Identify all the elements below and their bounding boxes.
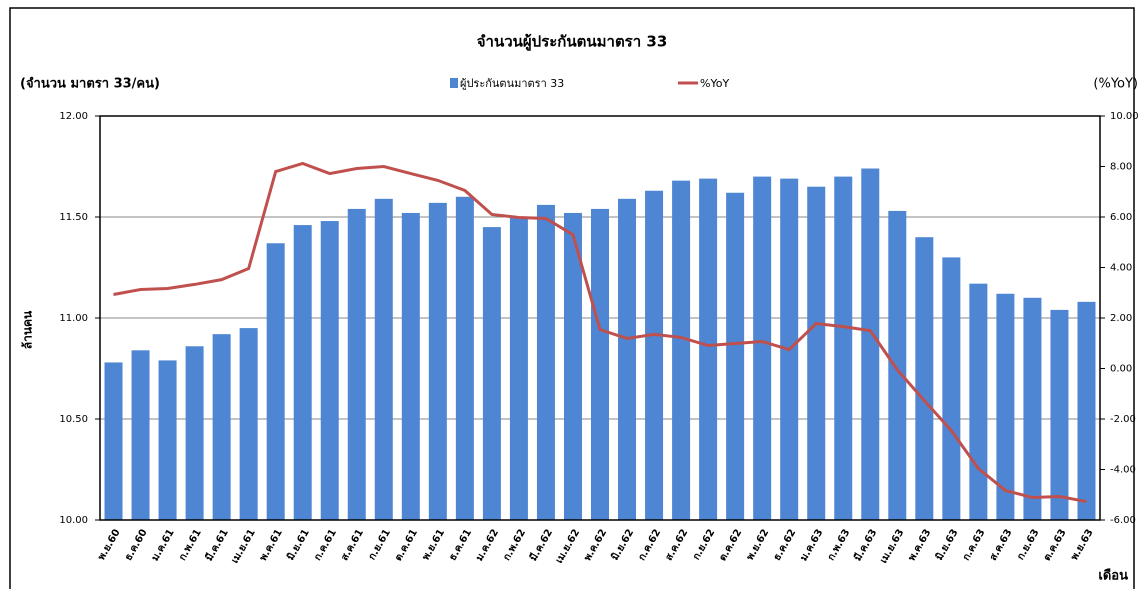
line (113, 161, 1087, 504)
x-tick-label: พ.ย.61 (421, 527, 448, 562)
legend-swatch (450, 78, 458, 88)
x-tick-label: มี.ค.62 (527, 527, 555, 563)
x-tick-label: ก.พ.63 (826, 527, 853, 562)
plot-border (99, 115, 1101, 521)
bar (536, 204, 555, 520)
bar (320, 221, 339, 521)
x-tick-label: ม.ค.62 (474, 527, 501, 563)
bar (1023, 297, 1042, 520)
bar (888, 210, 907, 520)
x-tick-label: มิ.ย.63 (933, 527, 960, 562)
bar (969, 283, 988, 520)
bar (591, 208, 609, 521)
x-tick-label: ก.พ.62 (502, 527, 529, 562)
y2-tick-label: 8.00 (1110, 162, 1132, 173)
bar (807, 186, 826, 520)
x-tick-label: ส.ค.62 (664, 527, 691, 562)
y2-tick-label: 10.00 (1110, 111, 1139, 122)
x-tick-label: ก.ย.63 (1015, 527, 1041, 561)
bar (347, 208, 366, 521)
x-tick-label: ก.พ.61 (177, 527, 204, 562)
bar (482, 227, 501, 520)
bar (1077, 301, 1096, 520)
bar (699, 178, 718, 520)
legend-label: ผู้ประกันตนมาตรา 33 (460, 77, 564, 90)
bar (212, 334, 231, 520)
y-tick-label: 10.00 (59, 515, 88, 526)
y2-tick-label: 2.00 (1110, 313, 1132, 324)
x-tick-label: ส.ค.63 (988, 527, 1015, 562)
x-tick-label: ก.ค.61 (312, 527, 339, 562)
bar (509, 217, 528, 520)
x-tick-label: พ.ค.63 (907, 527, 934, 563)
bar (618, 198, 637, 520)
bar (104, 362, 123, 520)
x-tick-label: พ.ย.60 (96, 527, 123, 562)
bar (131, 350, 150, 520)
bar (266, 243, 285, 520)
y-unit-label: (จำนวน มาตรา 33/คน) (20, 76, 160, 92)
y2-tick-label: -2.00 (1110, 414, 1136, 425)
bar (374, 198, 393, 520)
bar (942, 257, 961, 520)
bar (996, 293, 1015, 520)
x-tick-label: ก.ค.62 (637, 527, 664, 562)
y-tick-label: 11.50 (59, 212, 88, 223)
x-tick-label: ส.ค.61 (339, 527, 366, 562)
bar (428, 202, 447, 521)
y-tick-label: 11.00 (59, 313, 88, 324)
x-tick-label: ต.ค.61 (393, 527, 420, 563)
y2-unit-label: (%YoY) (1093, 77, 1138, 92)
x-tick-label: พ.ย.62 (745, 527, 772, 562)
x-tick-label: ต.ค.62 (717, 527, 744, 563)
bar (915, 237, 934, 520)
x-tick-label: มี.ค.61 (203, 527, 231, 563)
x-tick-label: มี.ค.63 (852, 527, 880, 563)
bar (861, 168, 880, 520)
x-tick-label: มิ.ย.62 (609, 527, 636, 562)
x-tick-label: เม.ย.62 (554, 527, 582, 565)
chart-title: จำนวนผู้ประกันตนมาตรา 33 (477, 33, 668, 52)
y2-tick-label: -6.00 (1110, 515, 1136, 526)
y2-tick-label: -4.00 (1110, 465, 1136, 476)
legend-label: %YoY (700, 77, 729, 90)
x-tick-label: ม.ค.63 (798, 527, 825, 563)
y-axis-label: ล้านคน (21, 310, 35, 349)
y2-tick-label: 0.00 (1110, 364, 1132, 375)
x-tick-label: ต.ค.63 (1042, 527, 1069, 563)
bar (158, 360, 177, 520)
x-tick-label: มิ.ย.61 (285, 527, 312, 562)
x-tick-label: เม.ย.61 (230, 527, 258, 565)
bar (672, 180, 691, 520)
x-tick-label: ก.ย.61 (367, 527, 393, 561)
x-axis-label: เดือน (1098, 568, 1128, 584)
x-tick-label: ก.ย.62 (691, 527, 717, 561)
bar (239, 328, 258, 520)
bar (401, 212, 420, 520)
bar (293, 225, 312, 520)
x-tick-label: พ.ย.63 (1069, 527, 1096, 562)
frame (9, 7, 1135, 593)
y-tick-label: 10.50 (59, 414, 88, 425)
x-tick-label: ม.ค.61 (150, 527, 177, 563)
bar (726, 192, 745, 520)
y-tick-label: 12.00 (59, 111, 88, 122)
x-tick-label: ธ.ค.62 (772, 527, 799, 562)
bar (563, 212, 582, 520)
bar (455, 196, 474, 521)
x-tick-label: ธ.ค.61 (447, 527, 474, 562)
bar (753, 176, 772, 520)
bar (185, 346, 204, 520)
x-tick-label: ก.ค.63 (961, 527, 988, 562)
bar (645, 190, 664, 521)
bar (1050, 309, 1069, 520)
y2-tick-label: 4.00 (1110, 263, 1132, 274)
x-tick-label: เม.ย.63 (878, 527, 906, 565)
x-tick-label: ธ.ค.60 (123, 527, 150, 562)
x-tick-label: พ.ค.62 (582, 527, 609, 563)
bar (834, 176, 853, 520)
x-tick-label: พ.ค.61 (258, 527, 285, 563)
y2-tick-label: 6.00 (1110, 212, 1132, 223)
